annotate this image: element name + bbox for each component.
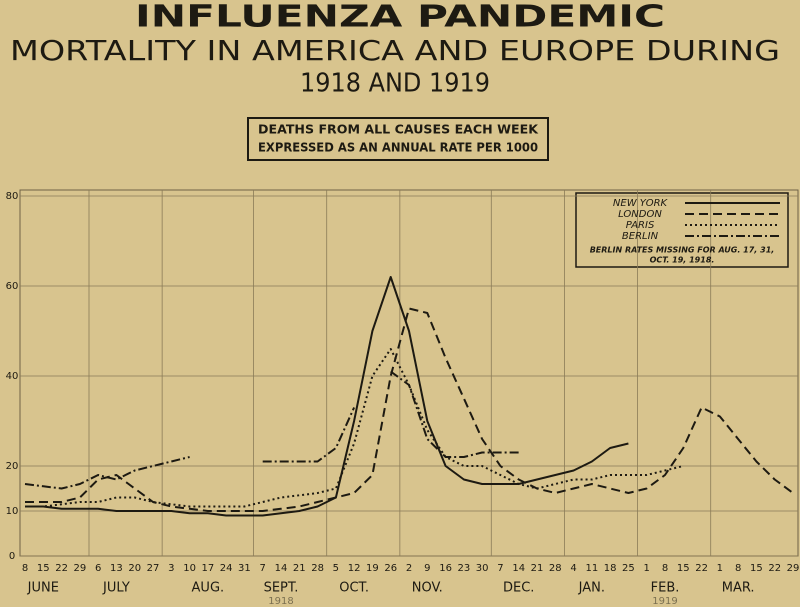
x-tick-label: 22 [695, 563, 708, 574]
x-tick-label: 15 [677, 563, 690, 574]
x-tick-label: 21 [531, 563, 544, 574]
x-tick-label: 13 [110, 563, 123, 574]
legend-note: OCT. 19, 1918. [650, 256, 715, 265]
x-tick-label: 9 [424, 563, 430, 574]
month-label: FEB. [651, 581, 680, 596]
year-label: 1918 [268, 596, 293, 607]
series-line [25, 348, 684, 508]
month-label: MAR. [722, 581, 755, 596]
x-tick-label: 26 [384, 563, 397, 574]
month-label: AUG. [192, 581, 225, 596]
year-label: 1919 [652, 596, 677, 607]
note-text: EXPRESSED AS AN ANNUAL RATE PER 1000 [258, 141, 538, 155]
x-tick-label: 31 [238, 563, 251, 574]
x-tick-label: 16 [439, 563, 452, 574]
x-tick-label: 3 [168, 563, 174, 574]
x-tick-label: 24 [220, 563, 233, 574]
x-tick-label: 14 [512, 563, 525, 574]
x-tick-label: 5 [333, 563, 339, 574]
x-tick-label: 22 [55, 563, 68, 574]
month-label: SEPT. [264, 581, 299, 596]
series-line [24, 370, 519, 490]
x-tick-label: 18 [604, 563, 617, 574]
x-tick-label: 2 [406, 563, 412, 574]
note-box [247, 117, 549, 161]
month-label: JUNE [27, 581, 59, 596]
month-label: DEC. [503, 581, 534, 596]
x-tick-label: 28 [311, 563, 324, 574]
month-label: OCT. [339, 581, 369, 596]
x-tick-label: 15 [37, 563, 50, 574]
x-tick-label: 1 [644, 563, 650, 574]
x-tick-label: 8 [662, 563, 668, 574]
series-line [25, 276, 629, 517]
x-tick-label: 20 [128, 563, 141, 574]
x-tick-label: 15 [750, 563, 763, 574]
y-tick-label: 0 [9, 551, 15, 562]
chart-subtitle-2: 1918 AND 1919 [300, 69, 490, 99]
x-tick-label: 17 [201, 563, 214, 574]
x-tick-label: 8 [735, 563, 741, 574]
x-tick-label: 7 [497, 563, 503, 574]
x-tick-label: 29 [787, 563, 800, 574]
x-tick-label: 25 [622, 563, 635, 574]
x-tick-label: 6 [95, 563, 101, 574]
x-tick-label: 8 [22, 563, 28, 574]
x-tick-label: 14 [275, 563, 288, 574]
month-label: JAN. [578, 581, 605, 596]
x-tick-label: 10 [183, 563, 196, 574]
y-tick-label: 40 [6, 371, 19, 382]
x-tick-label: 23 [457, 563, 470, 574]
legend-label: BERLIN [622, 231, 659, 242]
y-tick-label: 10 [6, 506, 19, 517]
chart-title: INFLUENZA PANDEMIC [135, 0, 665, 35]
x-tick-label: 12 [348, 563, 361, 574]
legend-label: PARIS [626, 220, 655, 231]
chart-subtitle: MORTALITY IN AMERICA AND EUROPE DURING [10, 34, 780, 67]
y-tick-label: 80 [6, 191, 19, 202]
note-text: DEATHS FROM ALL CAUSES EACH WEEK [258, 123, 539, 137]
x-tick-label: 29 [73, 563, 86, 574]
x-tick-label: 21 [293, 563, 306, 574]
month-label: JULY [102, 581, 130, 596]
x-tick-label: 11 [585, 563, 598, 574]
legend-box [575, 192, 789, 268]
x-tick-label: 19 [366, 563, 379, 574]
series-line [25, 307, 794, 512]
x-tick-label: 22 [768, 563, 781, 574]
month-label: NOV. [412, 581, 443, 596]
x-tick-label: 1 [717, 563, 723, 574]
x-tick-label: 27 [147, 563, 160, 574]
x-tick-label: 7 [260, 563, 266, 574]
legend-note: BERLIN RATES MISSING FOR AUG. 17, 31, [590, 246, 775, 255]
x-tick-label: 30 [476, 563, 489, 574]
x-tick-label: 4 [570, 563, 576, 574]
legend-label: NEW YORK [613, 198, 669, 209]
x-tick-label: 28 [549, 563, 562, 574]
y-tick-label: 60 [6, 281, 19, 292]
legend-label: LONDON [618, 209, 662, 220]
y-tick-label: 20 [6, 461, 19, 472]
